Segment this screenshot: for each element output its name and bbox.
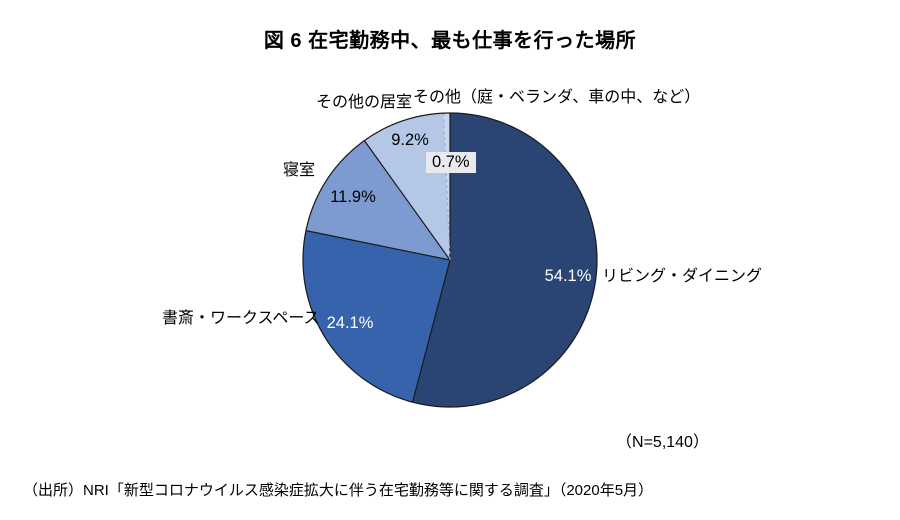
value-label-study: 24.1% (326, 314, 374, 332)
label-other-rooms: その他の居室 (315, 94, 412, 111)
value-label-bedroom: 11.9% (330, 188, 376, 206)
pie-divider-2 (305, 230, 451, 261)
pie-outline (302, 112, 598, 408)
pie-slice-3 (364, 113, 450, 260)
label-bedroom: 寝室 (283, 162, 316, 179)
source-note: （出所）NRI「新型コロナウイルス感染症拡大に伴う在宅勤務等に関する調査」（20… (23, 482, 654, 499)
label-other: その他（庭・ベランダ、車の中、など） (413, 89, 701, 106)
label-study: 書斎・ワークスペース (162, 310, 320, 327)
value-label-other: 0.7% (426, 152, 476, 174)
pie-slice-1 (302, 230, 450, 403)
chart-title: 図 6 在宅勤務中、最も仕事を行った場所 (263, 30, 637, 52)
value-label-living: 54.1% (544, 267, 592, 285)
label-living: リビング・ダイニング (602, 268, 763, 285)
pie-divider-3 (363, 140, 451, 261)
pie-divider-1 (411, 259, 451, 403)
value-label-other-rooms: 9.2% (391, 131, 429, 149)
pie-slice-0 (412, 113, 597, 407)
pie-slice-2 (305, 140, 450, 260)
sample-size-label: （N=5,140） (616, 434, 709, 451)
pie-divider-4 (442, 113, 451, 261)
